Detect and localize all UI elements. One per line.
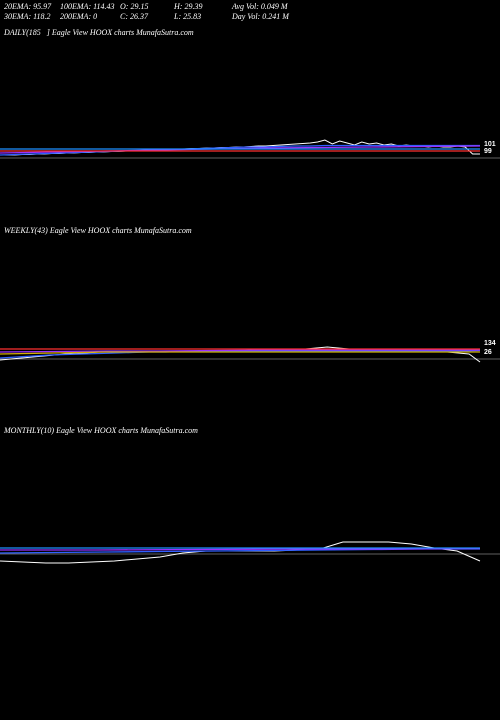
weekly-value-tag: 134 xyxy=(484,340,496,347)
daily-label: DAILY(185 xyxy=(4,28,41,37)
close-value: C: 26.37 xyxy=(120,12,148,21)
indicator-row-1: 20EMA: 95.97 100EMA: 114.43 O: 29.15 H: … xyxy=(4,2,289,12)
weekly-ema-long-line xyxy=(0,349,480,353)
avg-volume-value: Avg Vol: 0.049 M xyxy=(232,2,288,11)
ema20-value: 20EMA: 95.97 xyxy=(4,2,52,11)
monthly-panel-title: MONTHLY(10) Eagle View HOOX charts Munaf… xyxy=(4,426,198,435)
weekly-value-tag: 26 xyxy=(484,349,492,356)
day-volume-value: Day Vol: 0.241 M xyxy=(232,12,289,21)
indicator-row-2: 30EMA: 118.2 200EMA: 0 C: 26.37 L: 25.83… xyxy=(4,12,289,22)
weekly-panel-title: WEEKLY(43) Eagle View HOOX charts Munafa… xyxy=(4,226,192,235)
indicator-summary: 20EMA: 95.97 100EMA: 114.43 O: 29.15 H: … xyxy=(4,2,289,22)
daily-ema-short-line xyxy=(0,144,480,156)
ema100-value: 100EMA: 114.43 xyxy=(60,2,115,11)
monthly-ema-long-line xyxy=(0,547,481,551)
weekly-ema-short-line xyxy=(0,349,481,359)
ema200-value: 200EMA: 0 xyxy=(60,12,98,21)
daily-panel-title: DAILY(185 ] Eagle View HOOX charts Munafa… xyxy=(4,28,194,37)
daily-source: ] Eagle View HOOX charts MunafaSutra.com xyxy=(46,28,194,37)
daily-value-tag: 101 xyxy=(484,141,496,148)
weekly-yellow-line xyxy=(0,351,480,355)
open-value: O: 29.15 xyxy=(120,2,149,11)
ema30-value: 30EMA: 118.2 xyxy=(4,12,51,21)
high-value: H: 29.39 xyxy=(174,2,203,11)
low-value: L: 25.83 xyxy=(174,12,202,21)
daily-value-tag: 99 xyxy=(484,148,492,155)
